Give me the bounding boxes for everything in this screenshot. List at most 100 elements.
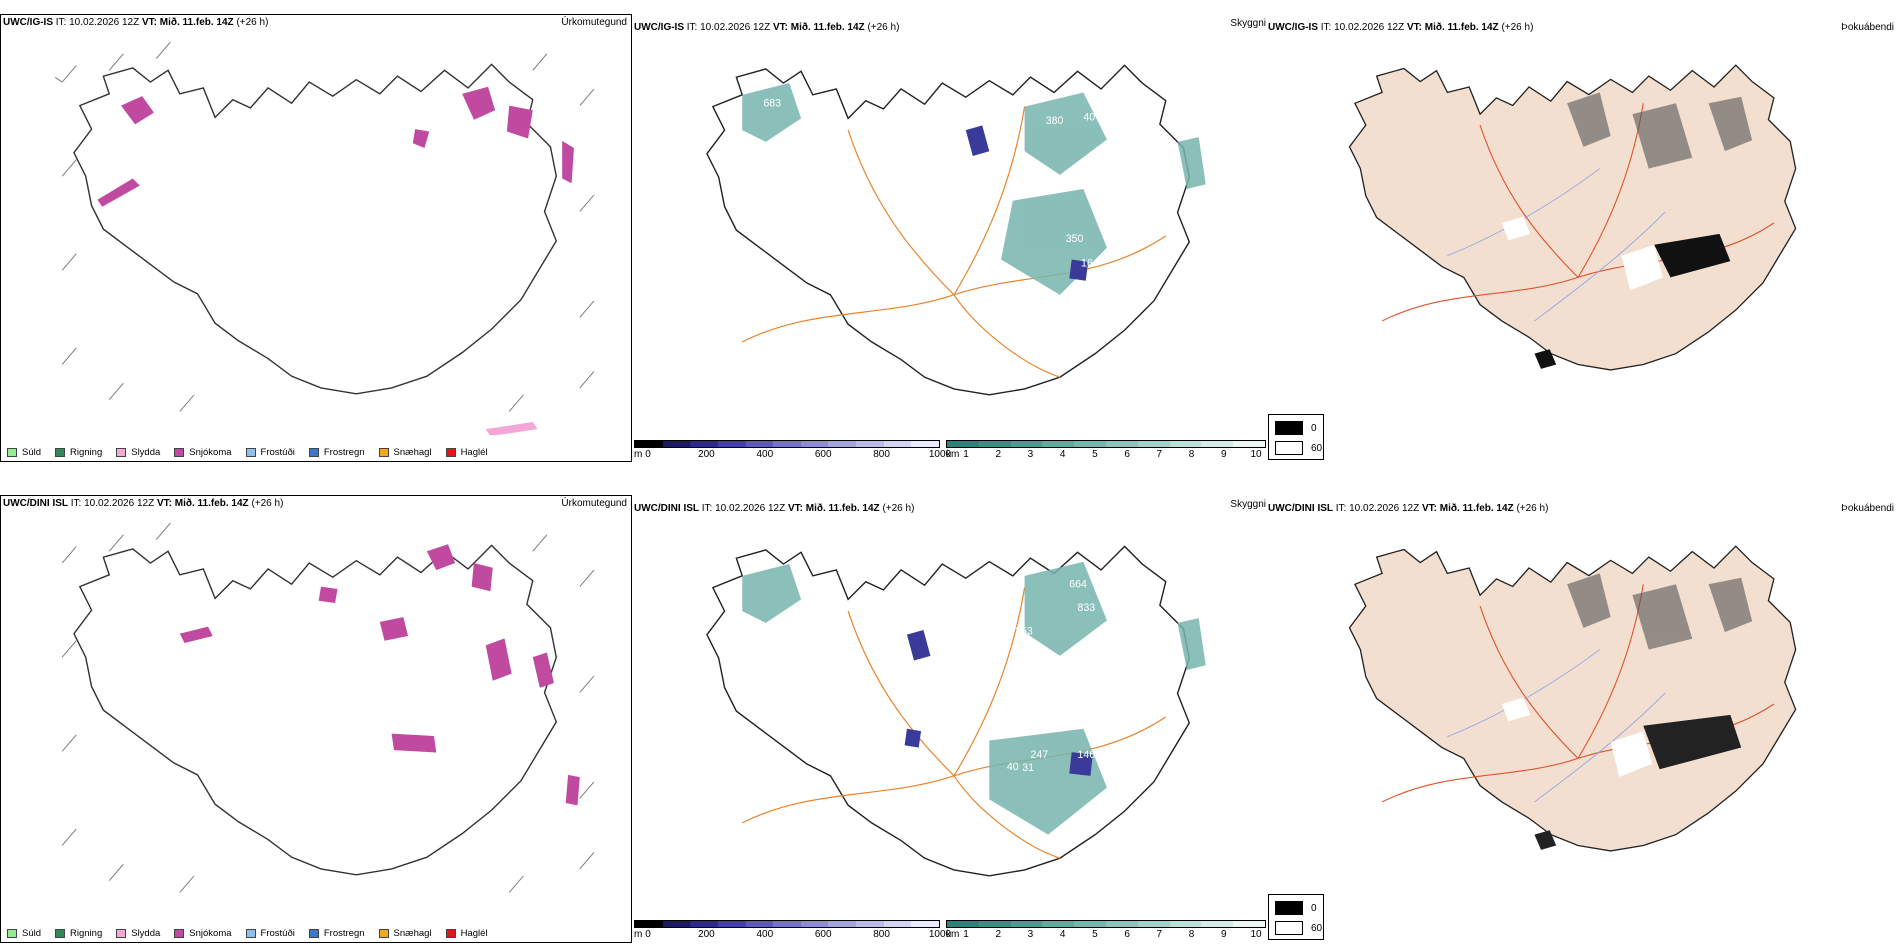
colorbar-tick: 1	[963, 929, 969, 940]
colorbar-swatches	[634, 440, 940, 448]
precip-legend: Súld Rigning Slydda Snjókoma Frostúði Fr…	[7, 447, 502, 458]
vis-label: 25	[948, 221, 960, 233]
fog-areas	[1567, 573, 1753, 650]
precip-type-panel-top: UWC/IG-IS IT: 10.02.2026 12Z VT: Mið. 11…	[0, 14, 632, 462]
legend-item: Snæhagl	[378, 447, 432, 458]
colorbar-unit: km	[946, 449, 960, 460]
legend-item: Frostregn	[308, 447, 365, 458]
vis-label: 146	[1078, 749, 1096, 761]
cloud-base-areas	[965, 125, 1089, 281]
colorbar-swatch	[1010, 921, 1043, 927]
colorbar-swatch	[635, 441, 663, 447]
colorbar-swatch	[1074, 921, 1106, 927]
fog-core	[1534, 233, 1731, 369]
fog-legend-bottom: 0 60	[1268, 894, 1324, 940]
vis-label: 683	[763, 98, 781, 110]
vis-label: 253	[1015, 626, 1033, 638]
colorbar-swatch	[1105, 921, 1138, 927]
vis-label: 350	[1066, 233, 1084, 245]
colorbar-swatch	[978, 921, 1011, 927]
vis-label: 833	[1078, 602, 1096, 614]
colorbar-swatch	[947, 441, 979, 447]
glacier	[1501, 697, 1652, 777]
iceland-coastline	[73, 544, 558, 876]
colorbar-tick: 0	[645, 929, 651, 940]
panel-variable-label: Skyggni	[1230, 499, 1266, 510]
colorbar-tick: 1	[963, 449, 969, 460]
colorbar-swatch	[1169, 441, 1202, 447]
fog-map	[1348, 64, 1797, 371]
colorbar-tick: 8	[1188, 449, 1195, 460]
colorbar-swatch	[978, 441, 1011, 447]
colorbar-swatch	[773, 441, 801, 447]
colorbar-tick: 200	[698, 929, 715, 940]
colorbar-swatch	[911, 921, 940, 927]
snowfall-areas	[179, 544, 580, 806]
colorbar-tick: 5	[1092, 929, 1098, 940]
panel-variable-label: Skyggni	[1230, 18, 1266, 29]
colorbar-swatch	[1105, 441, 1138, 447]
rivers	[1447, 168, 1666, 322]
colorbar-tick: 1000	[928, 449, 952, 460]
legend-item: Haglél	[445, 447, 488, 458]
colorbar-swatches	[634, 920, 940, 928]
colorbar-swatch	[1137, 441, 1170, 447]
vis-label: 664	[1069, 579, 1087, 591]
fog-areas	[1567, 92, 1753, 169]
colorbar-swatch	[662, 441, 691, 447]
colorbar-swatch	[690, 441, 718, 447]
colorbar-swatches	[946, 440, 1266, 448]
visibility-panel-top: UWC/IG-IS IT: 10.02.2026 12Z VT: Mið. 11…	[634, 14, 1266, 462]
vis-label: 536	[1107, 620, 1125, 632]
panel-variable-label: Úrkomutegund	[561, 498, 627, 509]
panel-variable-label: Þokuábendi	[1841, 22, 1894, 33]
vis-label: 242	[1113, 156, 1131, 168]
colorbar-swatch	[717, 441, 746, 447]
colorbar-tick: 3	[1027, 929, 1034, 940]
colorbar-swatches	[946, 920, 1266, 928]
colorbar-tick: 7	[1156, 929, 1163, 940]
colorbar-swatch	[662, 921, 691, 927]
colorbar-swatch	[635, 921, 663, 927]
colorbar-swatch	[1010, 441, 1043, 447]
colorbar-swatch	[1201, 441, 1234, 447]
colorbar-unit: m	[634, 449, 643, 460]
fog-map	[1348, 545, 1797, 852]
legend-item: Haglél	[445, 928, 488, 939]
vis-label: 129	[1101, 752, 1119, 764]
colorbar-tick: 1000	[928, 929, 952, 940]
wind-barbs	[61, 522, 595, 893]
colorbar-tick: 8	[1188, 929, 1195, 940]
colorbar-swatch	[690, 921, 718, 927]
colorbar-tick: 10	[1250, 449, 1262, 460]
colorbar-swatch	[717, 921, 746, 927]
colorbar-swatch	[745, 441, 774, 447]
rivers	[1447, 649, 1666, 803]
fog-panel-top: UWC/IG-IS IT: 10.02.2026 12Z VT: Mið. 11…	[1268, 14, 1900, 414]
colorbar-tick: 800	[873, 929, 890, 940]
colorbar-swatch	[883, 921, 912, 927]
vis-label: 370	[1121, 133, 1139, 145]
panel-variable-label: Úrkomutegund	[561, 17, 627, 28]
colorbar-swatch	[1042, 441, 1075, 447]
precip-type-map	[54, 41, 595, 435]
colorbar-swatch	[883, 441, 912, 447]
colorbar-tick: 6	[1124, 449, 1130, 460]
snowfall-areas	[97, 86, 574, 207]
colorbar-swatch	[828, 441, 857, 447]
colorbar-swatch	[800, 441, 829, 447]
vis-label: 247	[1030, 749, 1048, 761]
colorbar-swatch	[745, 921, 774, 927]
vis-label: 380	[1046, 115, 1064, 127]
colorbar-swatch	[947, 921, 979, 927]
legend-item: Snjókoma	[174, 447, 232, 458]
vis-label: 358	[1125, 602, 1143, 614]
panel-title: UWC/DINI ISL IT: 10.02.2026 12Z VT: Mið.…	[1268, 503, 1549, 514]
colorbar-km-bottom: km 1 2 3 4 5 6 7 8 9 10	[946, 920, 1266, 942]
colorbar-m-bottom: m 0 200 400 600 800 1000	[634, 920, 951, 942]
colorbar-swatch	[1042, 921, 1075, 927]
precip-type-panel-bottom: UWC/DINI ISL IT: 10.02.2026 12Z VT: Mið.…	[0, 495, 632, 943]
colorbar-tick: 0	[645, 449, 651, 460]
vis-label: 31	[1022, 762, 1034, 774]
legend-item: Frostúði	[245, 928, 295, 939]
